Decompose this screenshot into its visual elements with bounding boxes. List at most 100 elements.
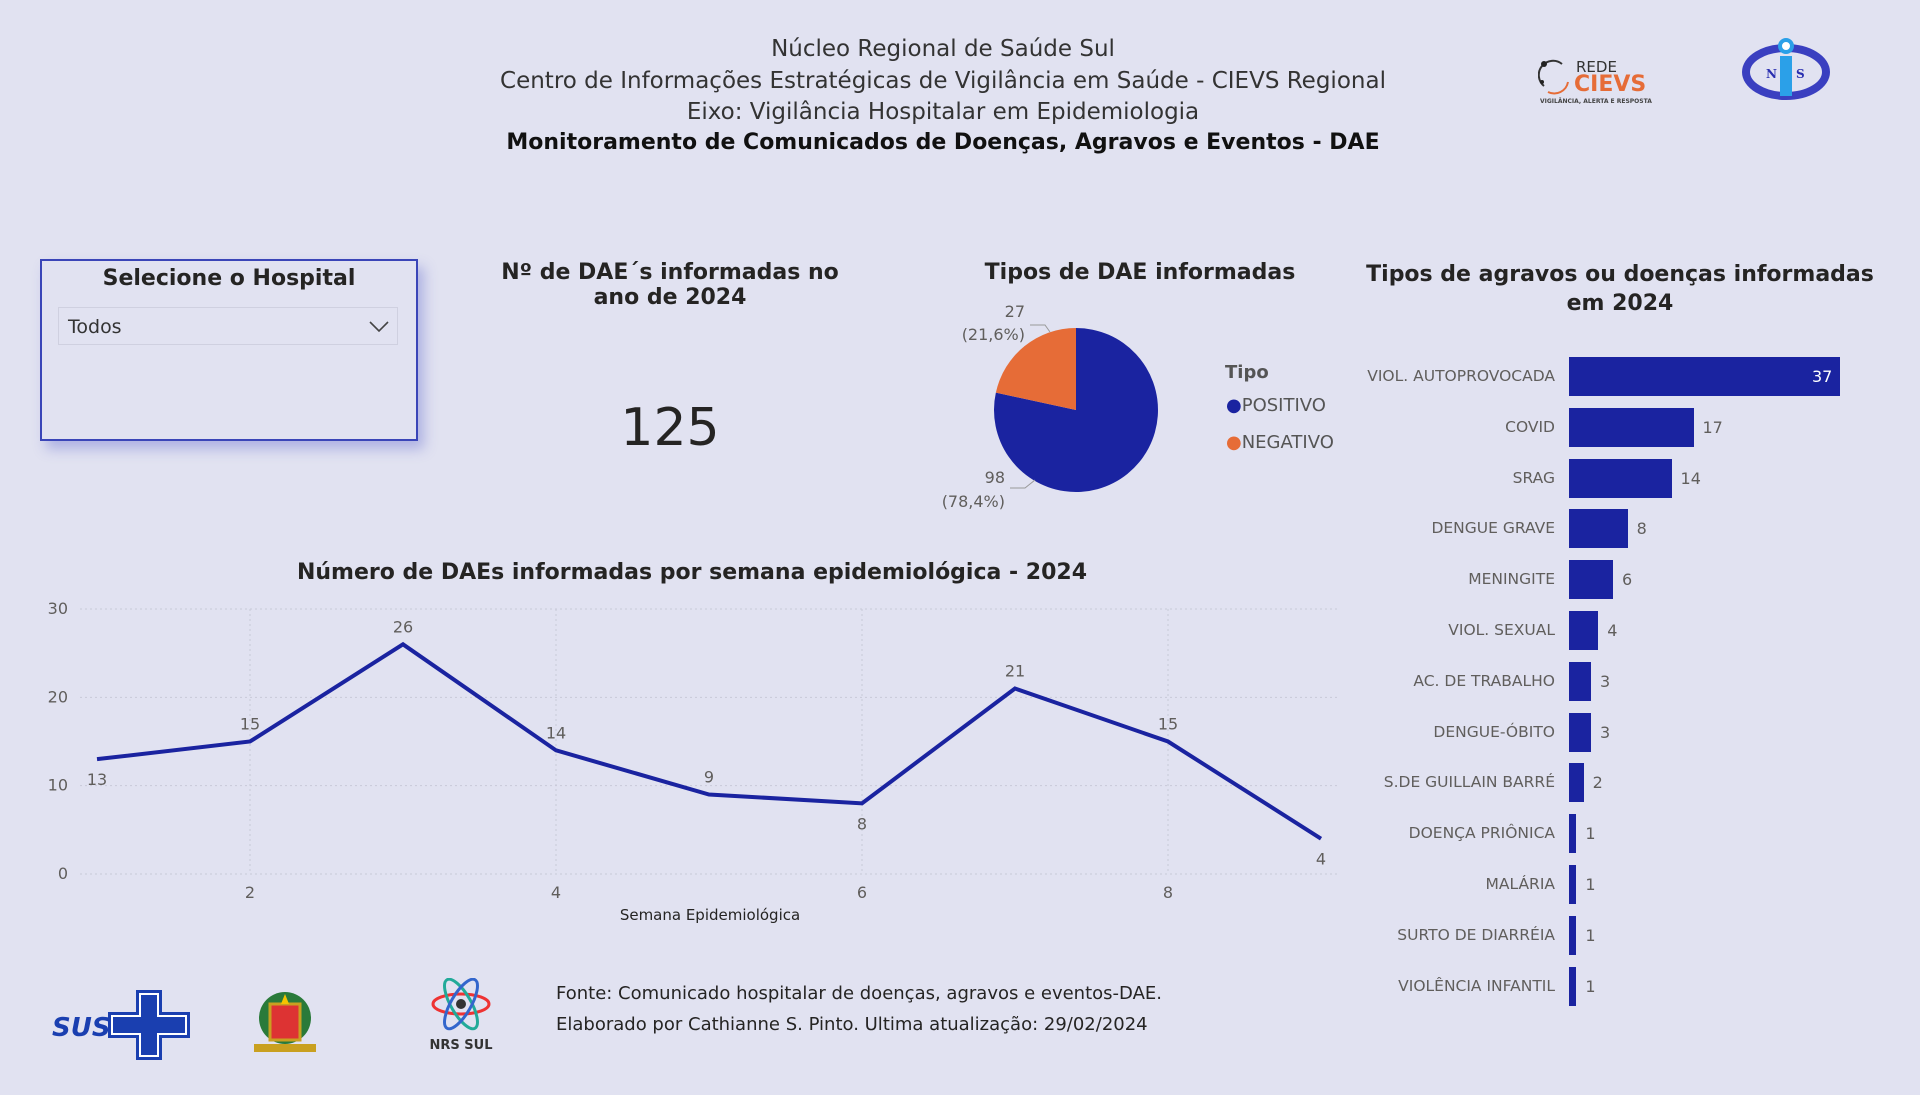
- bar-label: VIOLÊNCIA INFANTIL: [1398, 976, 1555, 995]
- pie-chart: [994, 324, 1158, 492]
- bar[interactable]: [1569, 661, 1591, 701]
- state-coat-of-arms-logo: [248, 978, 322, 1064]
- bar-value: 3: [1599, 722, 1611, 742]
- legend-label: NEGATIVO: [1241, 432, 1334, 453]
- bar-label: COVID: [1505, 417, 1555, 436]
- bar-label: SURTO DE DIARRÉIA: [1397, 925, 1555, 944]
- sus-logo: SUS: [52, 988, 192, 1064]
- data-label: 21: [1005, 662, 1025, 681]
- bar-label: DOENÇA PRIÔNICA: [1408, 824, 1555, 843]
- legend-label: POSITIVO: [1241, 395, 1326, 416]
- bar-value: 1: [1585, 875, 1596, 894]
- pie-label-positivo: 98: [984, 468, 1005, 487]
- bar[interactable]: [1569, 357, 1840, 396]
- nrs-logo-text: NRS SUL: [429, 1038, 493, 1053]
- legend-title: Tipo: [1225, 362, 1269, 383]
- bar[interactable]: [1569, 509, 1628, 549]
- bar-label: DENGUE-ÓBITO: [1433, 722, 1555, 741]
- bar[interactable]: [1569, 966, 1577, 1006]
- leader-line: [1010, 479, 1036, 489]
- bar[interactable]: [1569, 407, 1694, 447]
- chevron-down-icon: [369, 321, 389, 333]
- bar[interactable]: [1569, 611, 1599, 650]
- cievs-logo-sub: VIGILÂNCIA, ALERTA E RESPOSTA: [1540, 98, 1652, 105]
- bar-label: MALÁRIA: [1485, 875, 1555, 893]
- line-chart: 0 10 20 30 2 4 6 8 13 15 26 14 9 8 21 15 4: [48, 599, 1340, 902]
- x-tick-label: 6: [857, 883, 867, 902]
- header-line3: Eixo: Vigilância Hospitalar em Epidemiol…: [686, 99, 1200, 125]
- data-label: 9: [704, 768, 714, 787]
- kpi-title: Nº de DAE´s informadas no ano de 2024: [501, 260, 839, 310]
- kpi-value: 125: [620, 398, 720, 458]
- data-label: 8: [857, 814, 867, 833]
- bar[interactable]: [1569, 814, 1577, 854]
- bar-label: MENINGITE: [1468, 570, 1555, 589]
- nrs-logo: NRS SUL: [424, 977, 498, 1053]
- bar-value: 3: [1599, 671, 1611, 691]
- bar-label: AC. DE TRABALHO: [1413, 671, 1555, 690]
- hospital-dropdown[interactable]: Todos: [58, 307, 398, 345]
- x-tick-label: 2: [245, 883, 255, 902]
- y-tick-label: 20: [48, 687, 68, 706]
- pie-pct-negativo: (21,6%): [961, 325, 1025, 344]
- y-tick-label: 0: [58, 864, 68, 883]
- legend-item-negativo[interactable]: ●NEGATIVO: [1226, 432, 1334, 453]
- y-tick-label: 30: [48, 599, 68, 618]
- footer-source: Fonte: Comunicado hospitalar de doenças,…: [556, 983, 1162, 1004]
- bar[interactable]: [1569, 915, 1577, 955]
- header-line1: Núcleo Regional de Saúde Sul: [771, 36, 1115, 62]
- bar-value: 8: [1636, 519, 1647, 539]
- bar[interactable]: [1569, 458, 1672, 498]
- header-line2: Centro de Informações Estratégicas de Vi…: [500, 68, 1386, 94]
- bar[interactable]: [1569, 712, 1591, 752]
- leader-line: [1030, 324, 1051, 333]
- data-label: 13: [87, 770, 107, 789]
- pie-slice-negativo[interactable]: [995, 328, 1076, 410]
- slicer-title: Selecione o Hospital: [102, 266, 356, 291]
- legend-dot-icon: ●: [1226, 395, 1242, 416]
- line-x-axis-title: Semana Epidemiológica: [619, 906, 801, 924]
- pie-label-negativo: 27: [1004, 302, 1025, 321]
- bar-label: VIOL. SEXUAL: [1448, 621, 1555, 639]
- line-chart-title: Número de DAEs informadas por semana epi…: [296, 560, 1088, 585]
- bar-value: 37: [1812, 367, 1833, 386]
- bar[interactable]: [1569, 865, 1577, 904]
- cievs-logo-main: CIEVS: [1574, 72, 1647, 97]
- bar-label: DENGUE GRAVE: [1431, 519, 1555, 538]
- bar-label: SRAG: [1512, 468, 1555, 487]
- pie-pct-positivo: (78,4%): [941, 492, 1005, 511]
- footer-author: Elaborado por Cathianne S. Pinto. Ultima…: [556, 1014, 1148, 1035]
- data-label: 4: [1316, 850, 1326, 869]
- bar[interactable]: [1569, 763, 1584, 803]
- bar-value: 17: [1702, 417, 1723, 437]
- bar-value: 1: [1585, 824, 1596, 844]
- legend-item-positivo[interactable]: ●POSITIVO: [1226, 395, 1326, 416]
- cievs-logo-top: REDE: [1576, 58, 1617, 76]
- pie-title: Tipos de DAE informadas: [984, 260, 1296, 285]
- bar-label: VIOL. AUTOPROVOCADA: [1367, 367, 1555, 385]
- header-title: Monitoramento de Comunicados de Doenças,…: [506, 130, 1380, 155]
- bar[interactable]: [1569, 560, 1613, 600]
- svg-text:S: S: [1796, 67, 1805, 81]
- bar-value: 1: [1585, 976, 1596, 996]
- footer: Fonte: Comunicado hospitalar de doenças,…: [556, 978, 1162, 1040]
- svg-text:SUS: SUS: [52, 1013, 111, 1043]
- bar-label: S.DE GUILLAIN BARRÉ: [1383, 773, 1555, 792]
- data-label: 15: [240, 715, 260, 734]
- line-series[interactable]: [96, 641, 1323, 841]
- x-tick-label: 4: [551, 883, 561, 902]
- data-label: 26: [393, 617, 413, 636]
- bar-value: 14: [1680, 468, 1701, 488]
- cievs-logo: REDE CIEVS VIGILÂNCIA, ALERTA E RESPOSTA: [1538, 58, 1658, 108]
- svg-text:N: N: [1766, 67, 1777, 81]
- data-label: 14: [546, 723, 566, 742]
- bar-chart-title: Tipos de agravos ou doenças informadas e…: [1366, 262, 1874, 316]
- bar-value: 2: [1592, 773, 1603, 793]
- dropdown-value: Todos: [68, 316, 122, 338]
- x-tick-label: 8: [1163, 883, 1173, 902]
- bar-value: 6: [1621, 570, 1633, 590]
- bar-value: 4: [1607, 621, 1618, 640]
- bar-value: 1: [1585, 925, 1596, 945]
- hospital-slicer: Selecione o Hospital Todos: [40, 259, 418, 441]
